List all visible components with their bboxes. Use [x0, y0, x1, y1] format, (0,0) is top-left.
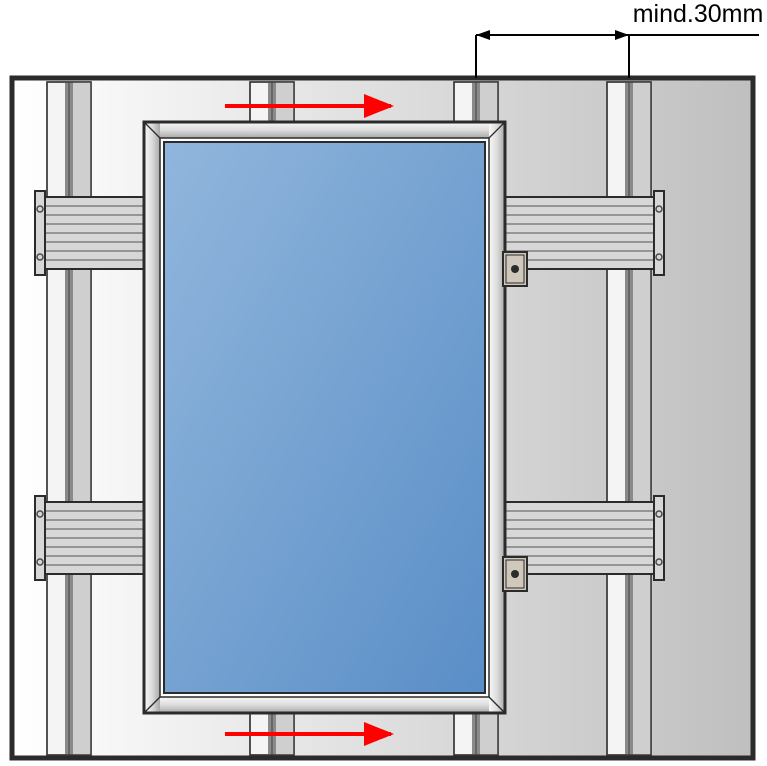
glass-panel [144, 122, 505, 713]
dimension-label: mind.30mm [633, 0, 764, 28]
glass-surface [164, 142, 485, 693]
vertical-stud [607, 82, 651, 755]
retaining-clip [503, 252, 527, 286]
dimension-callout: mind.30mm [476, 0, 763, 78]
diagram-root: mind.30mm [0, 0, 767, 766]
vertical-stud [47, 82, 91, 755]
retaining-clip [503, 557, 527, 591]
